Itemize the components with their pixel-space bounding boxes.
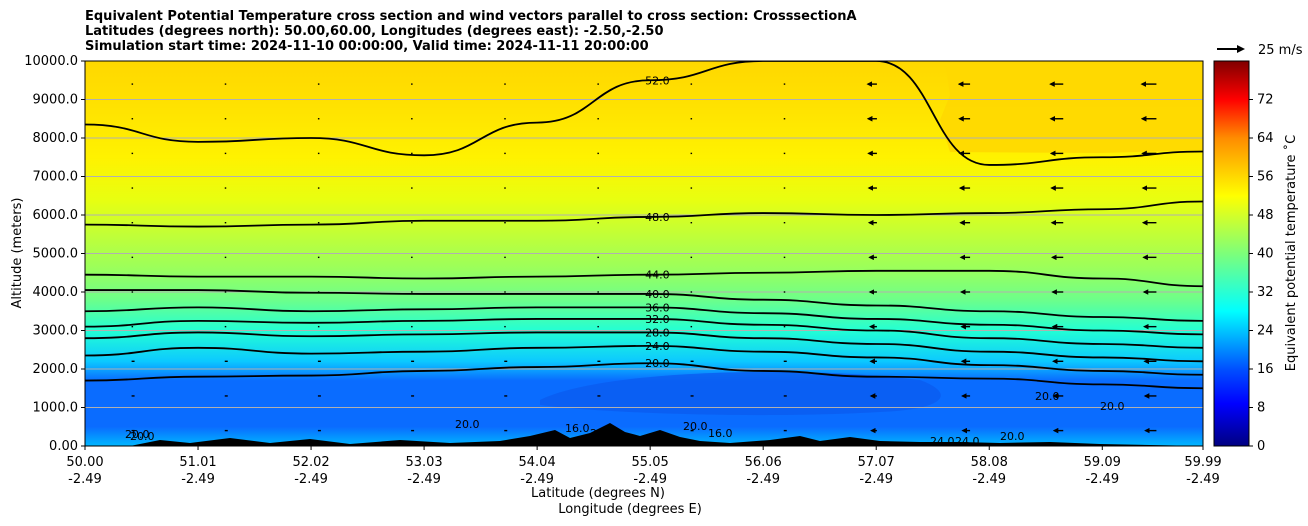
grid-lines xyxy=(85,99,1203,408)
warm-region xyxy=(940,61,1203,153)
colorbar-tick-label: 24 xyxy=(1257,324,1274,339)
contour-line-24 xyxy=(85,344,1203,376)
contour-line-48 xyxy=(85,200,1203,228)
contour-label-24: 24.0 xyxy=(645,340,670,353)
contour-label-28: 28.0 xyxy=(645,326,670,339)
cool-region xyxy=(540,371,941,416)
chart-title-line-3: Simulation start time: 2024-11-10 00:00:… xyxy=(85,39,649,54)
y-tick-label: 3000.0 xyxy=(33,324,79,339)
contour-label-20: 20.0 xyxy=(645,357,670,370)
near-surface-contour-label: 20.0 xyxy=(1000,430,1025,443)
colorbar-tick-label: 64 xyxy=(1257,131,1274,146)
wind-key-label: 25 m/s xyxy=(1258,43,1303,58)
wind-vectors xyxy=(131,81,1157,434)
x-tick-label-lat: 59.09 xyxy=(1084,455,1121,470)
x-tick-label-lon: -2.49 xyxy=(972,472,1006,487)
x-tick-label-lon: -2.49 xyxy=(859,472,893,487)
x-label-latitude: Latitude (degrees N) xyxy=(531,486,665,501)
x-tick-label-lon: -2.49 xyxy=(520,472,554,487)
contour-label-40: 40.0 xyxy=(645,288,670,301)
near-surface-contour-label: 20.0 xyxy=(683,420,708,433)
y-tick-label: 6000.0 xyxy=(33,208,79,223)
x-tick-label-lon: -2.49 xyxy=(294,472,328,487)
contour-line-52 xyxy=(85,61,1203,166)
contour-label-32: 32.0 xyxy=(645,313,670,326)
near-surface-contour-label: 20.0 xyxy=(1100,400,1125,413)
y-tick-label: 1000.0 xyxy=(33,401,79,416)
colorbar-label: Equivalent potential temperature ˚C xyxy=(1283,135,1299,371)
chart-title-line-2: Latitudes (degrees north): 50.00,60.00, … xyxy=(85,24,664,39)
x-tick-label-lat: 55.05 xyxy=(632,455,669,470)
contour-label-36: 36.0 xyxy=(645,301,670,314)
near-surface-contour-label: 20.0 xyxy=(130,430,155,443)
contour-line-32 xyxy=(85,318,1203,349)
y-tick-label: 9000.0 xyxy=(33,93,79,108)
x-tick-label-lat: 54.04 xyxy=(519,455,556,470)
near-surface-contour-label: 16.0 xyxy=(708,427,733,440)
colorbar-tick-label: 8 xyxy=(1257,401,1265,416)
x-tick-label-lon: -2.49 xyxy=(181,472,215,487)
x-tick-label-lat: 51.01 xyxy=(179,455,216,470)
colorbar-tick-label: 32 xyxy=(1257,285,1274,300)
contour-line-36 xyxy=(85,306,1203,336)
y-axis: 0.00 1000.0 2000.0 3000.0 4000.0 5000.0 6000.0… xyxy=(24,54,85,454)
chart-title-line-1: Equivalent Potential Temperature cross s… xyxy=(85,9,857,24)
x-tick-label-lat: 53.03 xyxy=(405,455,442,470)
x-tick-label-lon: -2.49 xyxy=(633,472,667,487)
near-surface-contour-label: 20.0 xyxy=(125,428,150,441)
y-tick-label: 5000.0 xyxy=(33,247,79,262)
x-tick-label-lat: 52.02 xyxy=(292,455,329,470)
contour-line-28 xyxy=(85,331,1203,363)
near-surface-contour-label: 24.0 xyxy=(955,435,980,448)
colorbar xyxy=(1213,60,1250,447)
x-tick-label-lat: 59.99 xyxy=(1184,455,1221,470)
colorbar-tick-label: 40 xyxy=(1257,247,1274,262)
contour-lines: 20.024.028.032.036.040.044.048.052.020.0… xyxy=(85,61,1203,448)
x-label-longitude: Longitude (degrees E) xyxy=(558,502,702,517)
x-tick-label-lat: 50.00 xyxy=(66,455,103,470)
colorbar-tick-label: 56 xyxy=(1257,170,1274,185)
x-tick-label-lon: -2.49 xyxy=(1186,472,1220,487)
near-surface-contour-label: 20.0 xyxy=(455,418,480,431)
x-tick-label-lon: -2.49 xyxy=(746,472,780,487)
contour-line-44 xyxy=(85,269,1203,288)
x-tick-label-lat: 56.06 xyxy=(745,455,782,470)
y-tick-label: 10000.0 xyxy=(24,54,78,69)
contour-label-52: 52.0 xyxy=(645,74,670,87)
terrain xyxy=(85,423,1203,446)
x-axis: 50.00 -2.49 51.01 -2.49 52.02 -2.49 53.03 -2.49… xyxy=(66,446,1222,487)
y-tick-label: 2000.0 xyxy=(33,362,79,377)
contour-line-40 xyxy=(85,289,1203,322)
x-tick-label-lat: 57.07 xyxy=(858,455,895,470)
x-tick-label-lon: -2.49 xyxy=(1085,472,1119,487)
colorbar-tick-label: 0 xyxy=(1257,439,1265,454)
x-tick-label-lat: 58.08 xyxy=(971,455,1008,470)
contour-label-44: 44.0 xyxy=(645,269,670,282)
y-tick-label: 0.00 xyxy=(49,439,78,454)
y-label: Altitude (meters) xyxy=(10,198,25,309)
near-surface-contour-label: 16.0 xyxy=(565,422,590,435)
y-tick-label: 8000.0 xyxy=(33,131,79,146)
colorbar-tick-label: 48 xyxy=(1257,208,1274,223)
x-tick-label-lon: -2.49 xyxy=(68,472,102,487)
y-tick-label: 4000.0 xyxy=(33,285,79,300)
colorbar-tick-label: 16 xyxy=(1257,362,1274,377)
contour-line-20 xyxy=(85,362,1203,390)
near-surface-contour-label: 24.0 xyxy=(930,435,955,448)
colorbar-tick-label: 72 xyxy=(1257,93,1274,108)
y-tick-label: 7000.0 xyxy=(33,170,79,185)
x-tick-label-lon: -2.49 xyxy=(407,472,441,487)
colorbar-ticks: 0 8 16 24 32 40 48 56 64 72 xyxy=(1249,93,1274,454)
plot-area: 20.024.028.032.036.040.044.048.052.020.0… xyxy=(85,61,1203,448)
contour-label-48: 48.0 xyxy=(645,211,670,224)
